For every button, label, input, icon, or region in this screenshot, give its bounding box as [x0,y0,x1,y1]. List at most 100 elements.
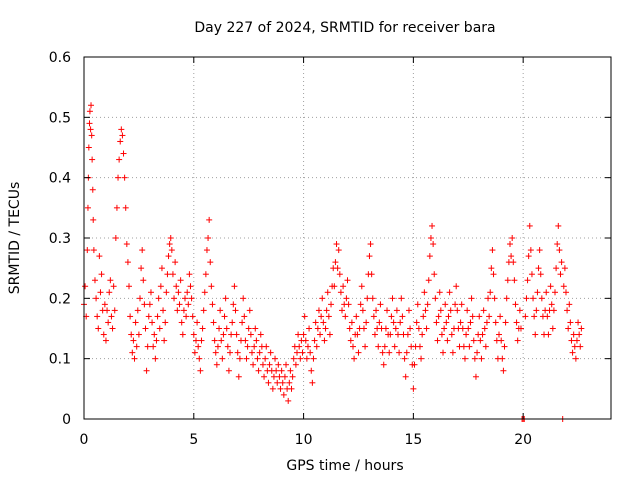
data-point [472,373,479,380]
data-point [275,361,282,368]
data-point [163,289,170,296]
data-point [293,349,300,356]
data-point [177,277,184,284]
data-point [326,331,333,338]
data-point [274,379,281,386]
data-point [277,385,284,392]
data-point [353,313,360,320]
data-point [109,325,116,332]
data-point [419,331,426,338]
data-point [434,337,441,344]
y-tick-label: 0.5 [49,110,71,126]
data-point [395,331,402,338]
data-point [384,307,391,314]
x-tick-label: 10 [295,432,313,448]
data-point [131,355,138,362]
data-point [430,241,437,248]
data-point [407,325,414,332]
data-point [422,307,429,314]
data-point [231,283,238,290]
data-point [289,373,296,380]
data-point [162,319,169,326]
data-point [224,343,231,350]
data-point [97,289,104,296]
data-point [279,379,286,386]
data-point [516,307,523,314]
data-point [537,271,544,278]
data-point [377,301,384,308]
data-point [124,259,131,266]
data-point [548,301,555,308]
data-point [389,295,396,302]
data-point [232,307,239,314]
data-point [509,235,516,241]
data-point [381,343,388,350]
data-point [510,259,517,266]
data-point [413,319,420,326]
data-point [156,325,163,332]
data-point [84,204,91,211]
data-point [474,349,481,356]
data-point [392,325,399,332]
data-point [234,349,241,356]
data-point [402,373,409,380]
data-point [485,295,492,302]
data-point [401,355,408,362]
data-point [429,222,436,229]
x-tick-label: 0 [80,432,89,448]
data-point [206,216,213,223]
data-point [387,331,394,338]
data-point [135,331,142,338]
data-point [160,307,167,314]
data-point [251,343,258,350]
data-point [345,301,352,308]
data-point [315,307,322,314]
data-point [556,247,563,254]
data-point [102,337,109,344]
data-point [171,295,178,302]
data-point [96,253,103,260]
data-point [558,259,565,266]
data-point [370,313,377,320]
data-point [452,301,459,308]
data-point [169,271,176,278]
data-point [195,343,202,350]
data-point [342,313,349,320]
data-point [427,235,434,241]
data-point [221,313,228,320]
data-point [467,319,474,326]
data-point [549,325,556,332]
data-point [481,325,488,332]
data-point [119,132,126,139]
data-point [571,343,578,350]
data-point [265,379,272,386]
data-point [244,343,251,350]
data-point [207,259,214,266]
data-point [566,301,573,308]
data-point [122,204,129,211]
data-point [168,247,175,254]
data-point [398,295,405,302]
data-point [348,319,355,326]
data-point [547,283,554,290]
data-point [179,331,186,338]
data-point [245,325,252,332]
data-point [145,313,152,320]
data-point [336,271,343,278]
data-point [331,283,338,290]
data-point [432,295,439,302]
data-point [369,295,376,302]
data-point [359,307,366,314]
data-point [280,391,287,398]
data-point [185,301,192,308]
data-point [142,325,149,332]
data-point [88,102,95,109]
data-point [367,241,374,248]
data-point [165,253,172,260]
data-point [147,289,154,296]
data-point [286,379,293,386]
x-tick-labels: 0 5 10 15 20 [80,432,533,448]
data-point [88,132,95,139]
data-point [578,325,585,332]
data-point [498,337,505,344]
